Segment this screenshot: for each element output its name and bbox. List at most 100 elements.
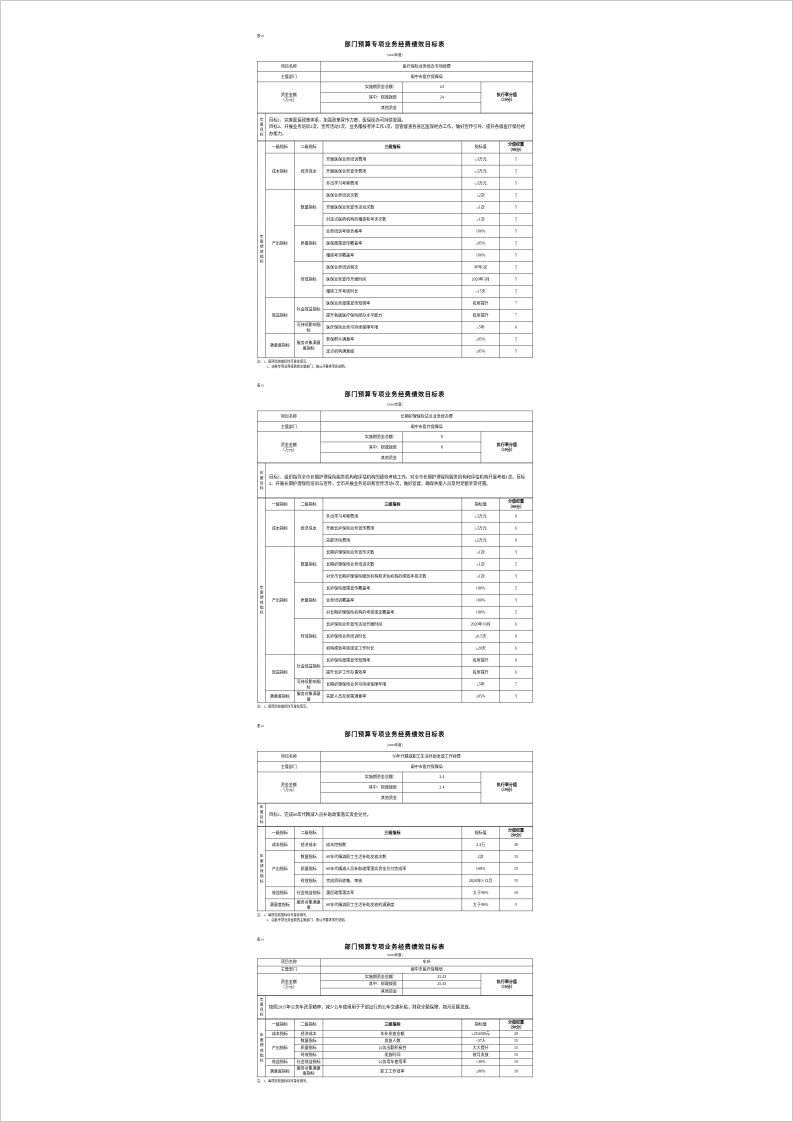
indicator-row: 效益指标 社会效益指标 医保业务政策宣传知晓率 有所提升 7 [257, 297, 533, 334]
indicator-level1: 产出指标 [265, 1037, 295, 1059]
indicator-level3: 稽核工作考核时长 [322, 285, 463, 298]
project-name-value: 医疗保险业务经办专项经费 [320, 61, 533, 72]
table-notes: 注：1、每项绩效指标均可量化填写。 [257, 705, 533, 710]
indicator-value: 大于90% [461, 886, 500, 900]
fund-other-row: 其他资金 [257, 792, 533, 804]
indicator-value: ≤3万元 [461, 522, 500, 535]
indicator-level3: 职工工作效率 [322, 1065, 463, 1078]
indicator-weight: 5 [499, 345, 533, 358]
annual-performance-vertical-label: 年度绩效指标 [256, 1018, 266, 1078]
annual-goal-vertical-label: 年度目标 [256, 995, 266, 1019]
indicator-row: 对全市长期护理保险服务机构和评估机构的绩效考核次数 ≥1次 5 [257, 570, 533, 583]
note-line: 注：1、每项绩效指标均可量化填写。 [257, 1079, 310, 1084]
indicator-row: 时效指标 完成资料收集、审核 2020年1-12月 15 [257, 874, 533, 888]
indicator-weight: 6 [499, 522, 533, 535]
indicator-level3: 发放时间 [322, 1051, 463, 1059]
indicator-value: ≥15天 [461, 285, 500, 298]
exec-score-cell: 执行率分值 （10分） [480, 431, 533, 464]
indicator-value: 有所提升 [461, 654, 500, 667]
indicator-row: 外出学习考察费用 ≤3万元 5 [257, 176, 533, 190]
fund-other-label: 其他资金 [320, 452, 403, 464]
indicator-value: ≤3万元 [461, 176, 500, 190]
indicator-row: 开展医保业务宣传活动次数 ≥1次 5 [257, 201, 533, 214]
indicator-level3: 成本控制数 [322, 838, 463, 852]
indicator-row: 可持续影响指标 医疗保险业务可持续保障年限 ≥5年 6 [257, 321, 533, 334]
indicator-level3: 失能评估费用 [322, 534, 463, 547]
indicator-value: ≥5年 [461, 321, 500, 334]
indicator-table: 年度绩效指标 一级指标 二级指标 三级指标 指标值 分值权重 （90分） 成本指标 经济成本开… [256, 140, 533, 358]
sheet-year: （2020年度） [384, 953, 405, 957]
fund-fiscal-label: 其中：财政拨款 [320, 980, 403, 989]
indicator-level2: 数量指标 [294, 188, 324, 226]
indicator-weight: 6 [499, 534, 533, 547]
department-value: 阆中市医疗保障局 [320, 761, 533, 773]
indicator-weight: 6 [499, 630, 533, 643]
indicator-header-row: 年度绩效指标 一级指标 二级指标 三级指标 指标值 分值权重 （90分） [256, 826, 533, 912]
fund-amount-label: 资金金额 （万元） [256, 81, 321, 114]
indicator-weight: 5 [499, 225, 533, 238]
indicator-table: 年度绩效指标 一级指标 二级指标 三级指标 指标值 分值权重 （90分） 成本指标 经济成本外… [256, 498, 533, 703]
indicator-table: 年度绩效指标 一级指标 二级指标 三级指标 指标值 分值权重 （90分） 成本指标 经济成本车… [256, 1018, 533, 1078]
exec-score-cell: 执行率分值 （10分） [480, 81, 533, 114]
indicator-row: 提升长护工作办事效率 有所提升 6 [257, 666, 533, 679]
indicator-level3: 对长期护理保险机构的考核审定覆盖率 [322, 606, 463, 619]
indicator-level1: 满意度指标 [265, 898, 295, 912]
project-name-row: 项目名称 60年代精减职工生活补助发放工作经费 [256, 751, 533, 762]
content-column: 表13 部门预算专项业务经费绩效目标表 （2020年度） 项目名称 医疗保险业务经办专项… [256, 33, 539, 1121]
indicator-value: ≥90% [461, 1065, 500, 1078]
indicator-value: ≤3万元 [461, 510, 500, 523]
fund-other-label: 其他资金 [320, 792, 403, 804]
indicator-value: 100% [461, 594, 500, 607]
indicator-level3: 长护保险业务宣传活动开展时间 [322, 618, 463, 631]
indicator-level2: 经济成本 [294, 152, 324, 190]
indicator-weight: 5 [499, 213, 533, 226]
sheet-title: 部门预算专项业务经费绩效目标表 [344, 41, 445, 49]
indicator-level3: 60年代精减人员补助政策落实资金兑付完成率 [322, 862, 463, 876]
sheet-title: 部门预算专项业务经费绩效目标表 [344, 943, 445, 951]
fund-fiscal-label: 其中：财政拨款 [320, 441, 403, 453]
table-notes: 注：1、每项绩效指标均可量化填写。 [257, 1079, 533, 1084]
col-header-level1: 一级指标 [265, 498, 295, 511]
sheet-year: （2020年度） [384, 403, 405, 407]
indicator-row: 长期护理保险业务培训次数 ≥1次 5 [257, 558, 533, 571]
note-line: 2、由各专项业务经费的主管部门，按公开要求事先说明。 [266, 918, 348, 923]
indicator-value: ≥95% [461, 690, 500, 703]
indicator-row: 失能评估费用 ≤2万元 6 [257, 534, 533, 547]
col-header-weight: 分值权重 （90分） [499, 140, 533, 154]
indicator-value: 100% [461, 225, 500, 238]
indicator-level3: 发放人数 [322, 1037, 463, 1045]
col-header-value: 指标值 [461, 1018, 500, 1031]
indicator-level3: 医疗保险业务可持续保障年限 [322, 321, 463, 334]
indicator-weight: 6 [499, 666, 533, 679]
indicator-row: 满意度指标 服务对象满意度 60年代精减职工生活补助发放的满意度 大于90% 5 [257, 898, 533, 912]
indicator-weight: 5 [499, 261, 533, 274]
indicator-level2: 时效指标 [294, 874, 324, 888]
indicator-weight: 20 [499, 1030, 533, 1038]
indicator-level3: 医保业务宣传开展时间 [322, 273, 463, 286]
sheet-title: 部门预算专项业务经费绩效目标表 [344, 731, 445, 739]
project-name-row: 项目名称 车补 [256, 958, 533, 967]
indicator-weight: 10 [499, 886, 533, 900]
indicator-weight: 5 [499, 594, 533, 607]
indicator-level3: 长护保险政策宣传知晓率 [322, 654, 463, 667]
indicator-level2: 质量指标 [294, 225, 324, 262]
annual-goal-vertical-label: 年度目标 [256, 113, 266, 141]
fund-other-value [402, 452, 482, 464]
note-line: 注：1、每项绩效指标均可量化填写。 [257, 705, 310, 709]
indicator-row: 成本指标 经济成本 成本控制数 2.4万 30 [257, 838, 533, 852]
department-row: 主管部门 阆中市医疗保障局 [256, 965, 533, 974]
indicator-value: ≥1次 [461, 558, 500, 571]
budget-performance-sheet: 表13 部门预算专项业务经费绩效目标表 （2020年度） 项目名称 60年代精减职工生活… [256, 723, 533, 923]
indicator-weight: 5 [499, 285, 533, 298]
indicator-level2: 时效指标 [294, 1051, 324, 1059]
indicator-level3: 长护保险业务培训时长 [322, 630, 463, 643]
fund-fiscal-value: 25.43 [402, 980, 482, 989]
budget-performance-sheet: 表13 部门预算专项业务经费绩效目标表 （2020年度） 项目名称 医疗保险业务经办专项… [256, 33, 533, 369]
indicator-value: 100% [461, 249, 500, 262]
indicator-level1: 产出指标 [265, 546, 295, 655]
indicator-value: ≥95% [461, 345, 500, 358]
indicator-value: ≥0.5天 [461, 630, 500, 643]
indicator-weight: 5 [499, 176, 533, 190]
col-header-level3: 三级指标 [322, 140, 463, 154]
